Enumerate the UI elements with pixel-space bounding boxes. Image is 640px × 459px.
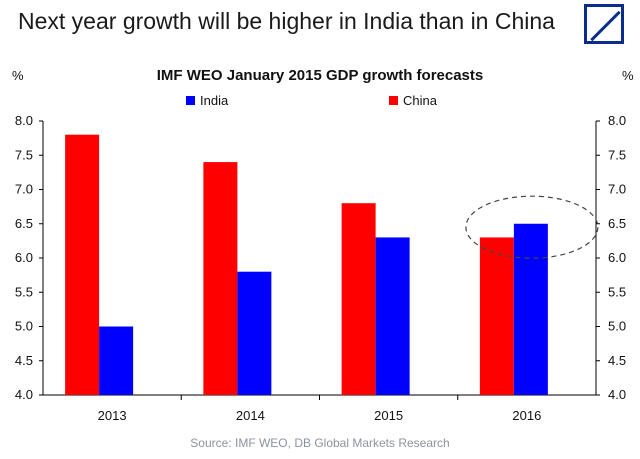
bar-china-2015 [341, 203, 376, 395]
y-tick-label-left: 6.5 [15, 216, 33, 231]
y-tick-label-right: 7.0 [608, 182, 626, 197]
y-tick-label-right: 7.5 [608, 147, 626, 162]
y-tick-label-right: 4.5 [608, 353, 626, 368]
bar-china-2016 [479, 237, 514, 395]
bar-india-2016 [513, 223, 548, 395]
headline: Next year growth will be higher in India… [18, 8, 555, 34]
y-tick-label-left: 4.0 [15, 387, 33, 402]
bar-india-2015 [375, 237, 410, 395]
y-unit-left: % [12, 68, 24, 83]
y-tick-label-left: 7.5 [15, 147, 33, 162]
x-tick-label-2015: 2015 [374, 408, 403, 423]
x-tick-label-2013: 2013 [98, 408, 127, 423]
y-tick-label-left: 8.0 [15, 113, 33, 128]
legend-swatch-india [186, 96, 195, 105]
chart-title: IMF WEO January 2015 GDP growth forecast… [157, 67, 483, 84]
y-tick-label-right: 5.5 [608, 284, 626, 299]
y-tick-label-right: 6.0 [608, 250, 626, 265]
x-tick-label-2016: 2016 [512, 408, 541, 423]
y-tick-label-left: 4.5 [15, 353, 33, 368]
x-tick-label-2014: 2014 [236, 408, 265, 423]
y-tick-label-right: 5.0 [608, 319, 626, 334]
y-tick-label-right: 6.5 [608, 216, 626, 231]
deutsche-bank-logo-icon [584, 4, 624, 44]
y-tick-label-left: 5.0 [15, 319, 33, 334]
y-tick-label-left: 5.5 [15, 284, 33, 299]
bar-india-2013 [99, 326, 134, 395]
legend-label-china: China [403, 93, 438, 108]
y-tick-label-right: 4.0 [608, 387, 626, 402]
y-tick-label-left: 6.0 [15, 250, 33, 265]
source-note: Source: IMF WEO, DB Global Markets Resea… [190, 436, 450, 450]
bar-china-2013 [65, 134, 100, 395]
y-tick-label-left: 7.0 [15, 182, 33, 197]
bar-india-2014 [237, 271, 272, 395]
highlight-ellipse [465, 195, 599, 259]
y-unit-right: % [622, 68, 634, 83]
bar-china-2014 [203, 162, 238, 395]
legend-label-india: India [200, 93, 229, 108]
y-tick-label-right: 8.0 [608, 113, 626, 128]
legend-swatch-china [389, 96, 398, 105]
